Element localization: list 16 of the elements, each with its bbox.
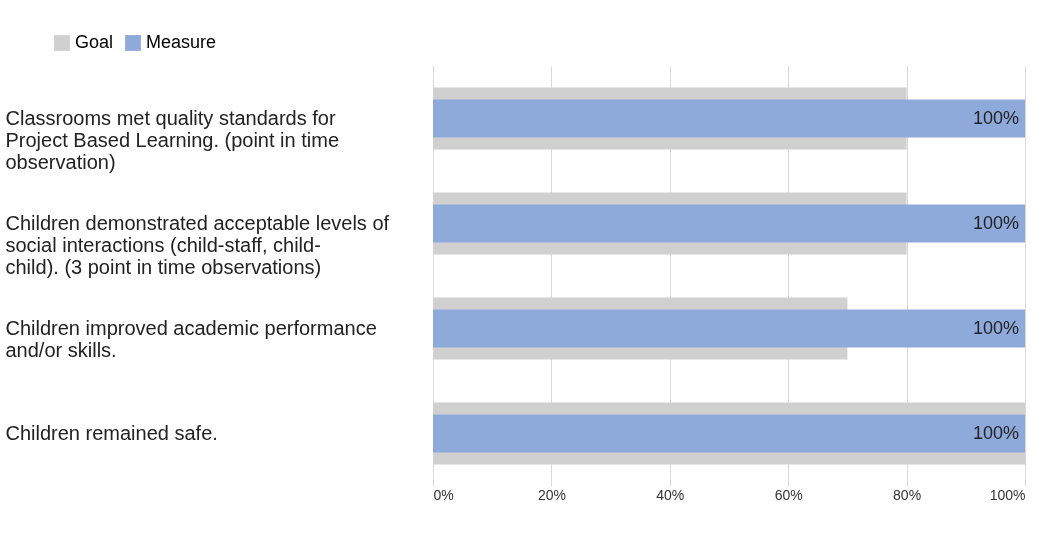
data-label: 100% bbox=[972, 212, 1019, 233]
data-label: 100% bbox=[972, 107, 1019, 128]
x-tick-label: 60% bbox=[774, 486, 803, 503]
x-tick-label: 40% bbox=[656, 486, 685, 503]
x-tick-label: 100% bbox=[989, 486, 1026, 503]
legend-label: Goal bbox=[75, 32, 114, 52]
data-label: 100% bbox=[972, 317, 1019, 338]
y-tick-label: Children demonstrated acceptable levels of social interactions (child-staff, child-child). (3 point in time observations) bbox=[5, 211, 390, 278]
y-tick-label: Children remained safe. bbox=[5, 421, 218, 444]
legend-label: Measure bbox=[146, 32, 217, 52]
y-tick-label: Classrooms met quality standards for Project Based Learning. (point in time observation) bbox=[5, 106, 340, 173]
x-tick-label: 80% bbox=[893, 486, 922, 503]
data-label: 100% bbox=[972, 422, 1019, 443]
x-tick-label: 20% bbox=[537, 486, 566, 503]
x-tick-label: 0% bbox=[433, 486, 454, 503]
y-tick-label: Children improved academic performance and/or skills. bbox=[5, 316, 377, 361]
